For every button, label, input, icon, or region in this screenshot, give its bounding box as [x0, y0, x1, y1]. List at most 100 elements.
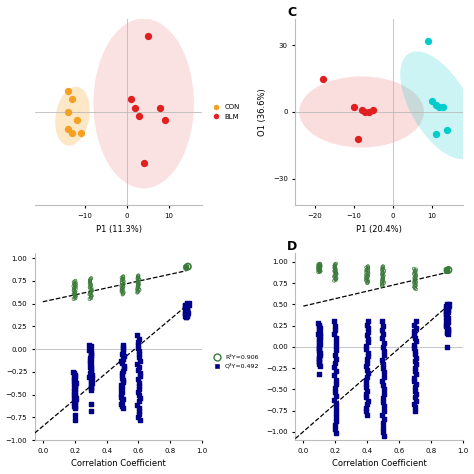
Y-axis label: O1 (36.6%): O1 (36.6%)	[258, 88, 267, 136]
Point	[120, 362, 128, 370]
Point	[71, 405, 79, 412]
Point	[412, 268, 419, 275]
Point	[444, 316, 451, 324]
Point	[183, 310, 191, 318]
Point	[331, 426, 339, 433]
Point	[358, 106, 365, 113]
Point	[330, 363, 338, 371]
Point	[71, 392, 78, 400]
Ellipse shape	[299, 76, 424, 147]
Point	[317, 332, 324, 339]
Point	[134, 277, 142, 284]
Point	[444, 308, 452, 316]
Point	[135, 392, 143, 399]
Point	[364, 279, 371, 287]
Point	[316, 260, 323, 268]
Point	[444, 327, 452, 335]
Point	[363, 331, 371, 339]
Point	[182, 301, 189, 309]
Point	[331, 326, 339, 334]
Point	[379, 270, 386, 278]
Point	[71, 371, 79, 378]
Point	[411, 393, 419, 401]
Point	[379, 281, 386, 288]
Point	[380, 390, 387, 397]
Point	[444, 314, 451, 321]
Point	[135, 410, 143, 418]
Point	[182, 311, 190, 319]
Point	[118, 398, 126, 405]
Point	[378, 411, 386, 419]
Point	[72, 283, 80, 291]
Point	[134, 288, 142, 296]
Point	[442, 302, 449, 310]
Legend: R²Y=0.906, Q²Y=0.492: R²Y=0.906, Q²Y=0.492	[209, 352, 262, 371]
Point	[88, 386, 95, 394]
Point	[86, 373, 93, 381]
Point	[86, 279, 94, 286]
Point	[411, 284, 419, 292]
Point	[379, 275, 387, 283]
Point	[331, 269, 339, 276]
Point	[183, 307, 191, 314]
Point	[119, 273, 127, 280]
Point	[134, 275, 141, 283]
Point	[118, 279, 126, 286]
Point	[183, 311, 191, 319]
Point	[118, 391, 125, 398]
Point	[411, 273, 419, 280]
Point	[70, 291, 77, 298]
Point	[369, 106, 377, 113]
Point	[378, 280, 386, 287]
Point	[332, 338, 340, 346]
Point	[319, 75, 327, 82]
Point	[412, 354, 420, 362]
Point	[410, 341, 418, 348]
Point	[380, 267, 388, 275]
Point	[72, 289, 79, 296]
Point	[71, 289, 79, 297]
Point	[363, 387, 371, 394]
Point	[72, 395, 79, 403]
Point	[444, 330, 452, 338]
Point	[87, 351, 95, 358]
Point	[118, 350, 126, 358]
Point	[443, 268, 450, 275]
Point	[135, 282, 142, 290]
Point	[315, 264, 322, 271]
Point	[134, 341, 142, 349]
Point	[410, 269, 418, 276]
Point	[134, 288, 142, 295]
Point	[444, 318, 452, 326]
Point	[316, 265, 324, 273]
Point	[88, 356, 95, 364]
Point	[332, 376, 339, 383]
Point	[410, 270, 418, 278]
Point	[134, 332, 141, 339]
Point	[365, 277, 372, 285]
Point	[88, 292, 96, 300]
Point	[380, 415, 388, 423]
Point	[118, 276, 126, 283]
Point	[362, 376, 370, 384]
Point	[135, 273, 142, 281]
Point	[331, 273, 338, 280]
Point	[87, 293, 95, 301]
Point	[182, 313, 190, 320]
Point	[331, 267, 338, 274]
Point	[135, 404, 143, 411]
Point	[331, 421, 339, 429]
Point	[315, 338, 323, 346]
Point	[412, 380, 420, 388]
X-axis label: P1 (11.3%): P1 (11.3%)	[96, 225, 142, 234]
Point	[134, 273, 142, 281]
Point	[442, 313, 450, 320]
Point	[69, 129, 76, 137]
Point	[69, 95, 76, 103]
Point	[330, 264, 338, 272]
Point	[183, 263, 191, 271]
Point	[380, 432, 388, 440]
Point	[364, 263, 372, 270]
Point	[444, 265, 452, 273]
Point	[330, 267, 338, 275]
